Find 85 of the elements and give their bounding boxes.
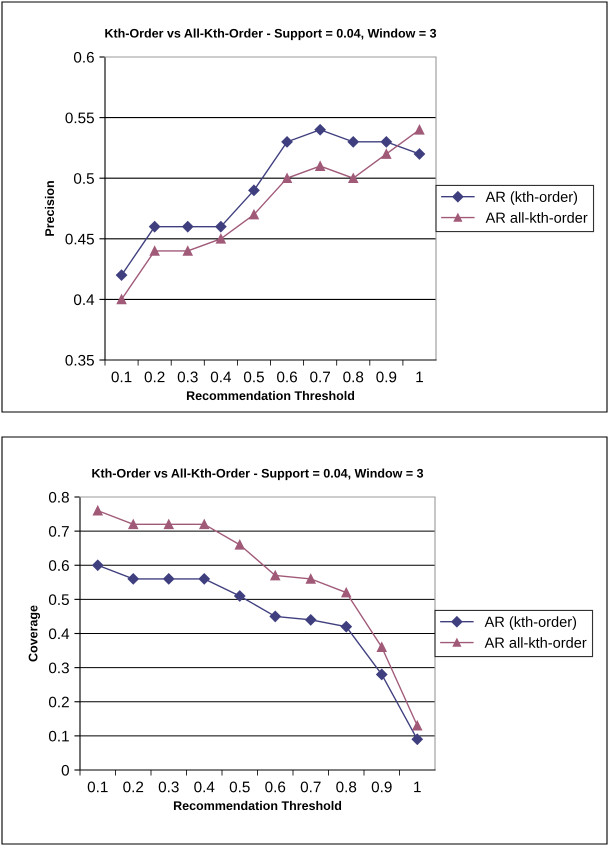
point [376, 668, 388, 680]
point [348, 136, 359, 148]
chart-title: Kth-Order vs All-Kth-Order - Support = 0.04, Window = 3 [92, 468, 424, 480]
y-tick-label: 0.5 [74, 173, 94, 184]
point [248, 184, 260, 196]
point [198, 573, 210, 585]
point [376, 642, 387, 652]
x-tick-label: 0.1 [88, 782, 108, 792]
y-tick-label: 0.4 [48, 628, 70, 640]
y-tick-label: 0.8 [48, 492, 69, 503]
y-tick-label: 0.45 [65, 234, 94, 244]
x-tick-label: 0.4 [194, 782, 214, 792]
y-tick-label: 0.6 [74, 52, 94, 63]
x-tick-label: 0.1 [112, 372, 132, 382]
x-tick-label: 0.7 [300, 782, 321, 792]
legend-label: AR (kth-order) [484, 616, 576, 630]
y-tick-label: 0.5 [48, 594, 69, 606]
point [234, 590, 246, 602]
point [412, 720, 422, 730]
x-tick-label: 0.2 [144, 372, 165, 382]
point [92, 560, 104, 571]
point [315, 161, 326, 171]
point [164, 519, 174, 530]
point [150, 246, 160, 256]
point [128, 573, 139, 585]
point [149, 221, 160, 232]
x-tick-label: 0.7 [310, 372, 330, 382]
point [116, 270, 128, 281]
point [281, 136, 293, 148]
point [182, 246, 193, 256]
y-tick-label: 0.3 [48, 662, 69, 674]
point [412, 734, 423, 745]
point [306, 574, 316, 584]
x-tick-label: 1 [416, 372, 423, 382]
y-tick-label: 0.35 [65, 354, 94, 366]
y-tick-label: 0.6 [48, 560, 69, 571]
x-tick-label: 0.6 [277, 372, 297, 382]
x-tick-label: 0.9 [372, 782, 392, 792]
x-tick-label: 0.9 [376, 372, 396, 382]
point [199, 519, 210, 530]
y-tick-label: 0.2 [48, 696, 69, 708]
point [414, 148, 426, 160]
y-axis-title: Precision [44, 181, 54, 236]
x-tick-label: 0.2 [123, 782, 144, 792]
x-tick-label: 0.5 [244, 372, 264, 382]
x-tick-label: 0.8 [343, 372, 364, 382]
legend-label: AR all-kth-order [484, 637, 586, 648]
x-tick-label: 0.3 [178, 372, 198, 382]
y-tick-label: 0.7 [48, 526, 69, 537]
point [216, 234, 226, 244]
point [234, 540, 245, 550]
y-tick-label: 0 [62, 764, 69, 776]
x-axis-title: Recommendation Threshold [174, 800, 342, 810]
point [380, 136, 392, 148]
y-tick-label: 0.4 [74, 294, 94, 306]
point [249, 210, 259, 220]
y-tick-label: 0.1 [48, 730, 69, 742]
point [314, 124, 326, 136]
x-tick-label: 0.4 [210, 372, 232, 382]
x-tick-label: 0.5 [230, 782, 250, 792]
y-tick-label: 0.55 [65, 112, 94, 124]
x-tick-label: 1 [414, 782, 421, 792]
x-axis-title: Recommendation Threshold [186, 390, 354, 400]
x-tick-label: 0.3 [158, 782, 179, 792]
point [128, 519, 138, 530]
x-tick-label: 0.8 [336, 782, 356, 792]
point [348, 173, 358, 184]
legend-label: AR (kth-order) [486, 191, 578, 205]
x-tick-label: 0.6 [265, 782, 286, 792]
point [163, 573, 174, 585]
point [381, 149, 392, 159]
point [116, 294, 126, 304]
point [215, 221, 226, 232]
point [270, 610, 281, 622]
y-axis-title: Coverage [28, 605, 40, 662]
point [270, 570, 280, 580]
point [340, 621, 352, 632]
chart-title: Kth-Order vs All-Kth-Order - Support = 0.04, Window = 3 [105, 28, 436, 40]
point [282, 173, 292, 184]
point [414, 124, 424, 135]
point [341, 588, 352, 598]
point [92, 506, 103, 516]
point [182, 221, 194, 232]
point [305, 614, 316, 626]
legend-label: AR all-kth-order [486, 212, 588, 223]
